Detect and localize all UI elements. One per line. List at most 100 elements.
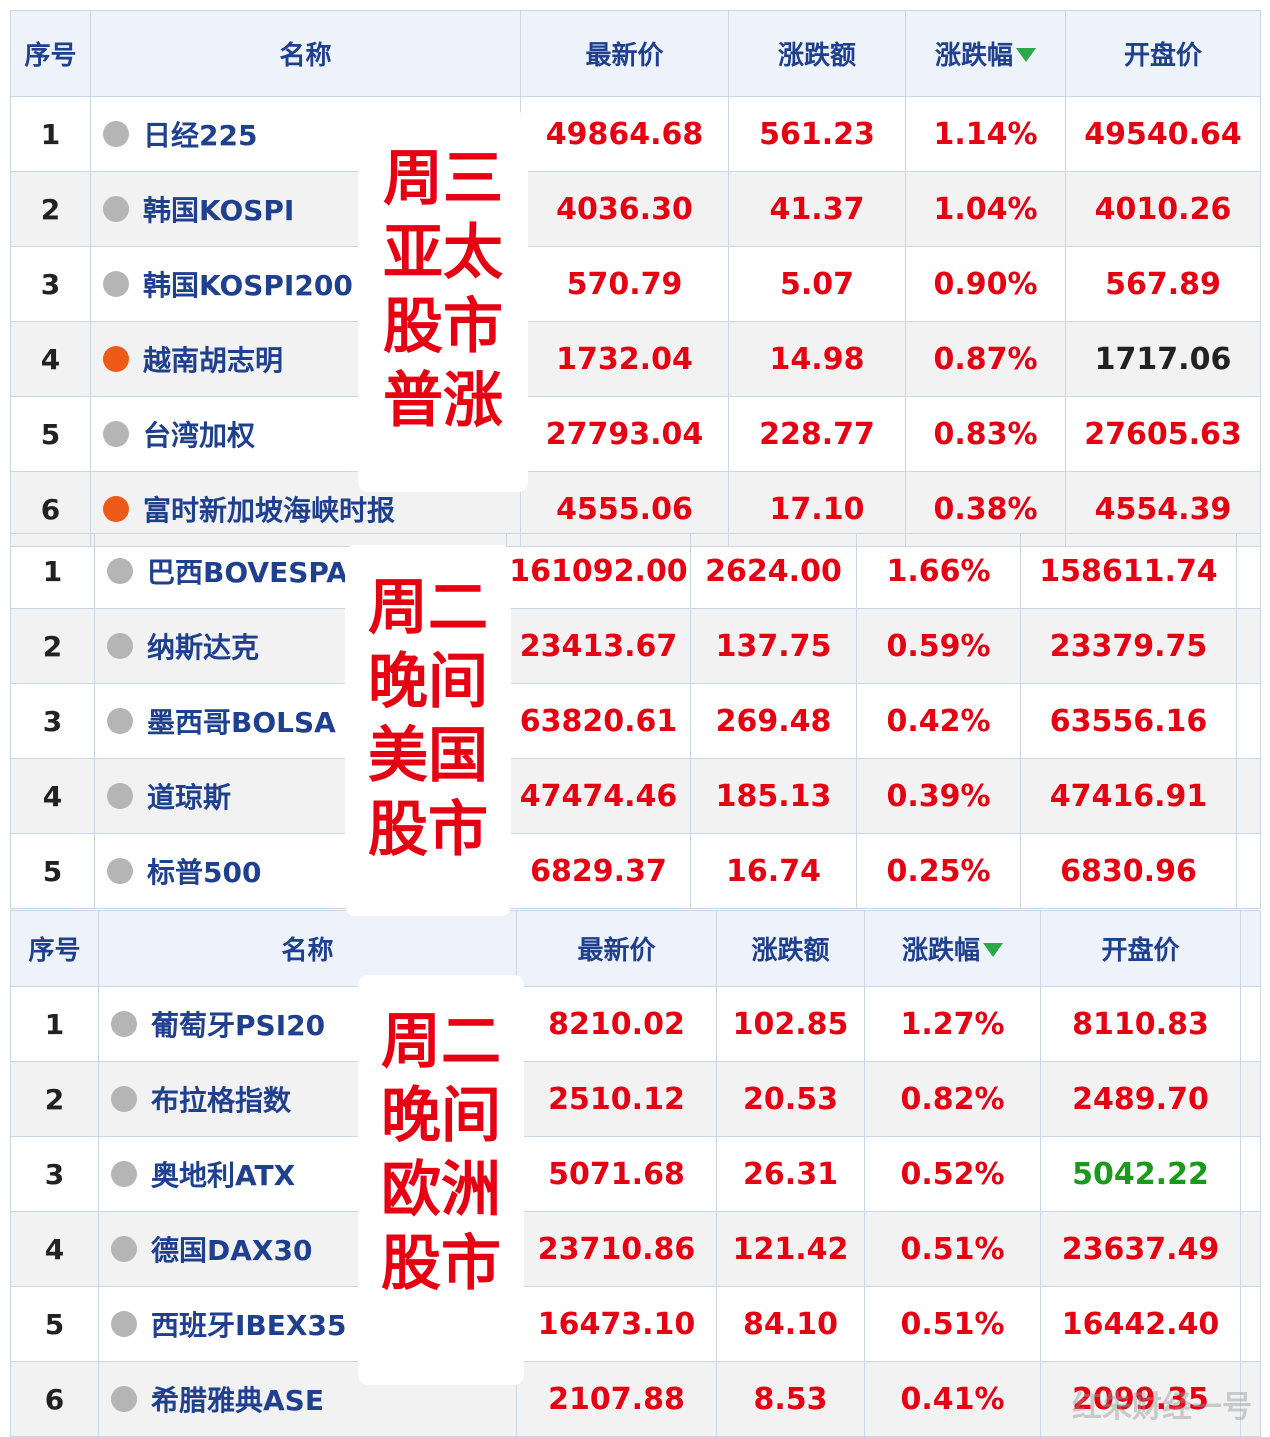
- table-row[interactable]: 3 奥地利ATX 5071.68 26.31 0.52% 5042.22: [10, 1136, 1261, 1212]
- annotation-line: 亚太: [383, 218, 503, 288]
- sort-down-arrow-icon[interactable]: [1016, 47, 1036, 62]
- change-amount: 8.53: [716, 1361, 865, 1437]
- annotation-line: 晚间: [381, 1081, 501, 1151]
- latest-price: 1732.04: [520, 321, 729, 397]
- market-status-dot-icon: [107, 708, 133, 734]
- market-status-dot-icon: [107, 783, 133, 809]
- market-status-dot-icon: [103, 496, 129, 522]
- table-row[interactable]: 4 德国DAX30 23710.86 121.42 0.51% 23637.49: [10, 1211, 1261, 1287]
- row-index: 2: [10, 1061, 99, 1137]
- market-status-dot-icon: [111, 1161, 137, 1187]
- change-amount: 41.37: [728, 171, 906, 247]
- market-status-dot-icon: [111, 1011, 137, 1037]
- open-price: 47416.91: [1020, 758, 1237, 834]
- change-percent: 0.42%: [856, 683, 1021, 759]
- header-index[interactable]: 序号: [10, 910, 99, 987]
- open-price: 16442.40: [1040, 1286, 1241, 1362]
- row-index: 5: [10, 833, 95, 909]
- change-percent: 0.82%: [864, 1061, 1041, 1137]
- table-row[interactable]: 4 越南胡志明 1732.04 14.98 0.87% 1717.06: [10, 321, 1261, 397]
- asia-annotation-label: 周三 亚太 股市 普涨: [358, 112, 528, 492]
- index-name-link[interactable]: 德国DAX30: [151, 1234, 313, 1267]
- header-change-pct[interactable]: 涨跌幅: [864, 910, 1041, 987]
- open-price: 63556.16: [1020, 683, 1237, 759]
- table-row[interactable]: 2 纳斯达克 23413.67 137.75 0.59% 23379.75: [10, 608, 1261, 684]
- index-name-link[interactable]: 葡萄牙PSI20: [151, 1009, 326, 1042]
- index-name-link[interactable]: 希腊雅典ASE: [151, 1384, 324, 1417]
- table-row[interactable]: 3 墨西哥BOLSA 63820.61 269.48 0.42% 63556.16: [10, 683, 1261, 759]
- change-percent: 0.51%: [864, 1211, 1041, 1287]
- header-change-pct-label: 涨跌幅: [934, 41, 1013, 71]
- index-name-link[interactable]: 西班牙IBEX35: [151, 1309, 347, 1342]
- index-name-link[interactable]: 富时新加坡海峡时报: [143, 494, 396, 527]
- market-status-dot-icon: [103, 346, 129, 372]
- table-row[interactable]: 4 道琼斯 47474.46 185.13 0.39% 47416.91: [10, 758, 1261, 834]
- index-name-link[interactable]: 越南胡志明: [143, 344, 284, 377]
- table-row[interactable]: 5 标普500 6829.37 16.74 0.25% 6830.96: [10, 833, 1261, 909]
- open-price: 2489.70: [1040, 1061, 1241, 1137]
- index-name-link[interactable]: 奥地利ATX: [151, 1159, 296, 1192]
- index-name-link[interactable]: 巴西BOVESPA: [147, 556, 348, 589]
- change-amount: 228.77: [728, 396, 906, 472]
- open-price: 567.89: [1065, 246, 1261, 322]
- header-open[interactable]: 开盘价: [1040, 910, 1241, 987]
- header-price[interactable]: 最新价: [520, 10, 729, 97]
- header-name[interactable]: 名称: [90, 10, 521, 97]
- table-row[interactable]: 1 巴西BOVESPA 161092.00 2624.00 1.66% 158611.74: [10, 533, 1261, 609]
- table-row[interactable]: 5 台湾加权 27793.04 228.77 0.83% 27605.63: [10, 396, 1261, 472]
- latest-price: 63820.61: [506, 683, 691, 759]
- market-status-dot-icon: [111, 1086, 137, 1112]
- table-row[interactable]: 3 韩国KOSPI200 570.79 5.07 0.90% 567.89: [10, 246, 1261, 322]
- change-percent: 0.52%: [864, 1136, 1041, 1212]
- latest-price: 47474.46: [506, 758, 691, 834]
- change-percent: 0.41%: [864, 1361, 1041, 1437]
- change-percent: 0.59%: [856, 608, 1021, 684]
- change-amount: 185.13: [690, 758, 857, 834]
- change-percent: 0.90%: [905, 246, 1066, 322]
- open-price: 23379.75: [1020, 608, 1237, 684]
- table-row[interactable]: 5 西班牙IBEX35 16473.10 84.10 0.51% 16442.40: [10, 1286, 1261, 1362]
- header-change[interactable]: 涨跌额: [728, 10, 906, 97]
- latest-price: 5071.68: [516, 1136, 717, 1212]
- table-row[interactable]: 6 希腊雅典ASE 2107.88 8.53 0.41% 2099.35: [10, 1361, 1261, 1437]
- row-spacer: [1240, 1136, 1261, 1212]
- header-open[interactable]: 开盘价: [1065, 10, 1261, 97]
- index-name-link[interactable]: 标普500: [147, 856, 262, 889]
- table-row[interactable]: 1 葡萄牙PSI20 8210.02 102.85 1.27% 8110.83: [10, 986, 1261, 1062]
- table-row[interactable]: 2 布拉格指数 2510.12 20.53 0.82% 2489.70: [10, 1061, 1261, 1137]
- header-index[interactable]: 序号: [10, 10, 91, 97]
- latest-price: 161092.00: [506, 533, 691, 609]
- row-spacer: [1240, 1211, 1261, 1287]
- index-name-link[interactable]: 布拉格指数: [151, 1084, 292, 1117]
- index-name-link[interactable]: 韩国KOSPI200: [143, 269, 353, 302]
- row-spacer: [1236, 683, 1261, 759]
- table-row[interactable]: 2 韩国KOSPI 4036.30 41.37 1.04% 4010.26: [10, 171, 1261, 247]
- index-name-link[interactable]: 墨西哥BOLSA: [147, 706, 336, 739]
- header-change[interactable]: 涨跌额: [716, 910, 865, 987]
- index-name-link[interactable]: 韩国KOSPI: [143, 194, 295, 227]
- sort-down-arrow-icon[interactable]: [983, 942, 1003, 957]
- change-percent: 1.66%: [856, 533, 1021, 609]
- row-spacer: [1240, 1061, 1261, 1137]
- change-amount: 16.74: [690, 833, 857, 909]
- header-price[interactable]: 最新价: [516, 910, 717, 987]
- us-annotation-label: 周二 晚间 美国 股市: [345, 545, 511, 916]
- table-row[interactable]: 6 富时新加坡海峡时报 4555.06 17.10 0.38% 4554.39: [10, 471, 1261, 547]
- latest-price: 570.79: [520, 246, 729, 322]
- index-name-link[interactable]: 纳斯达克: [147, 631, 260, 664]
- change-amount: 2624.00: [690, 533, 857, 609]
- header-name[interactable]: 名称: [98, 910, 517, 987]
- index-name-link[interactable]: 台湾加权: [143, 419, 256, 452]
- table-row[interactable]: 1 日经225 49864.68 561.23 1.14% 49540.64: [10, 96, 1261, 172]
- market-status-dot-icon: [103, 196, 129, 222]
- latest-price: 6829.37: [506, 833, 691, 909]
- row-spacer: [1240, 986, 1261, 1062]
- header-change-pct[interactable]: 涨跌幅: [905, 10, 1066, 97]
- row-spacer: [1236, 758, 1261, 834]
- index-name-link[interactable]: 道琼斯: [147, 781, 232, 814]
- index-name-link[interactable]: 日经225: [143, 119, 258, 152]
- row-index: 2: [10, 608, 95, 684]
- change-percent: 1.04%: [905, 171, 1066, 247]
- latest-price: 23710.86: [516, 1211, 717, 1287]
- row-index: 2: [10, 171, 91, 247]
